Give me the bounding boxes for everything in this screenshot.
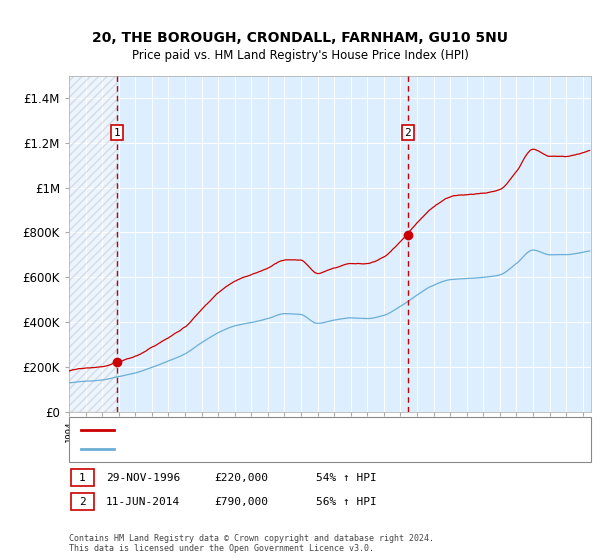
- Text: £790,000: £790,000: [214, 497, 268, 507]
- Text: 56% ↑ HPI: 56% ↑ HPI: [316, 497, 377, 507]
- Bar: [69, 76, 117, 412]
- Text: HPI: Average price, detached house, Hart: HPI: Average price, detached house, Hart: [117, 444, 367, 454]
- Text: 29-NOV-1996: 29-NOV-1996: [106, 473, 181, 483]
- Text: 1: 1: [79, 473, 86, 483]
- Text: 1: 1: [114, 128, 121, 138]
- Text: 20, THE BOROUGH, CRONDALL, FARNHAM, GU10 5NU (detached house): 20, THE BOROUGH, CRONDALL, FARNHAM, GU10…: [117, 424, 498, 435]
- Text: 2: 2: [79, 497, 86, 507]
- Text: 11-JUN-2014: 11-JUN-2014: [106, 497, 181, 507]
- Text: £220,000: £220,000: [214, 473, 268, 483]
- Text: 54% ↑ HPI: 54% ↑ HPI: [316, 473, 377, 483]
- Text: 20, THE BOROUGH, CRONDALL, FARNHAM, GU10 5NU: 20, THE BOROUGH, CRONDALL, FARNHAM, GU10…: [92, 30, 508, 45]
- Text: Contains HM Land Registry data © Crown copyright and database right 2024.
This d: Contains HM Land Registry data © Crown c…: [69, 534, 434, 553]
- Text: 2: 2: [404, 128, 411, 138]
- Text: Price paid vs. HM Land Registry's House Price Index (HPI): Price paid vs. HM Land Registry's House …: [131, 49, 469, 63]
